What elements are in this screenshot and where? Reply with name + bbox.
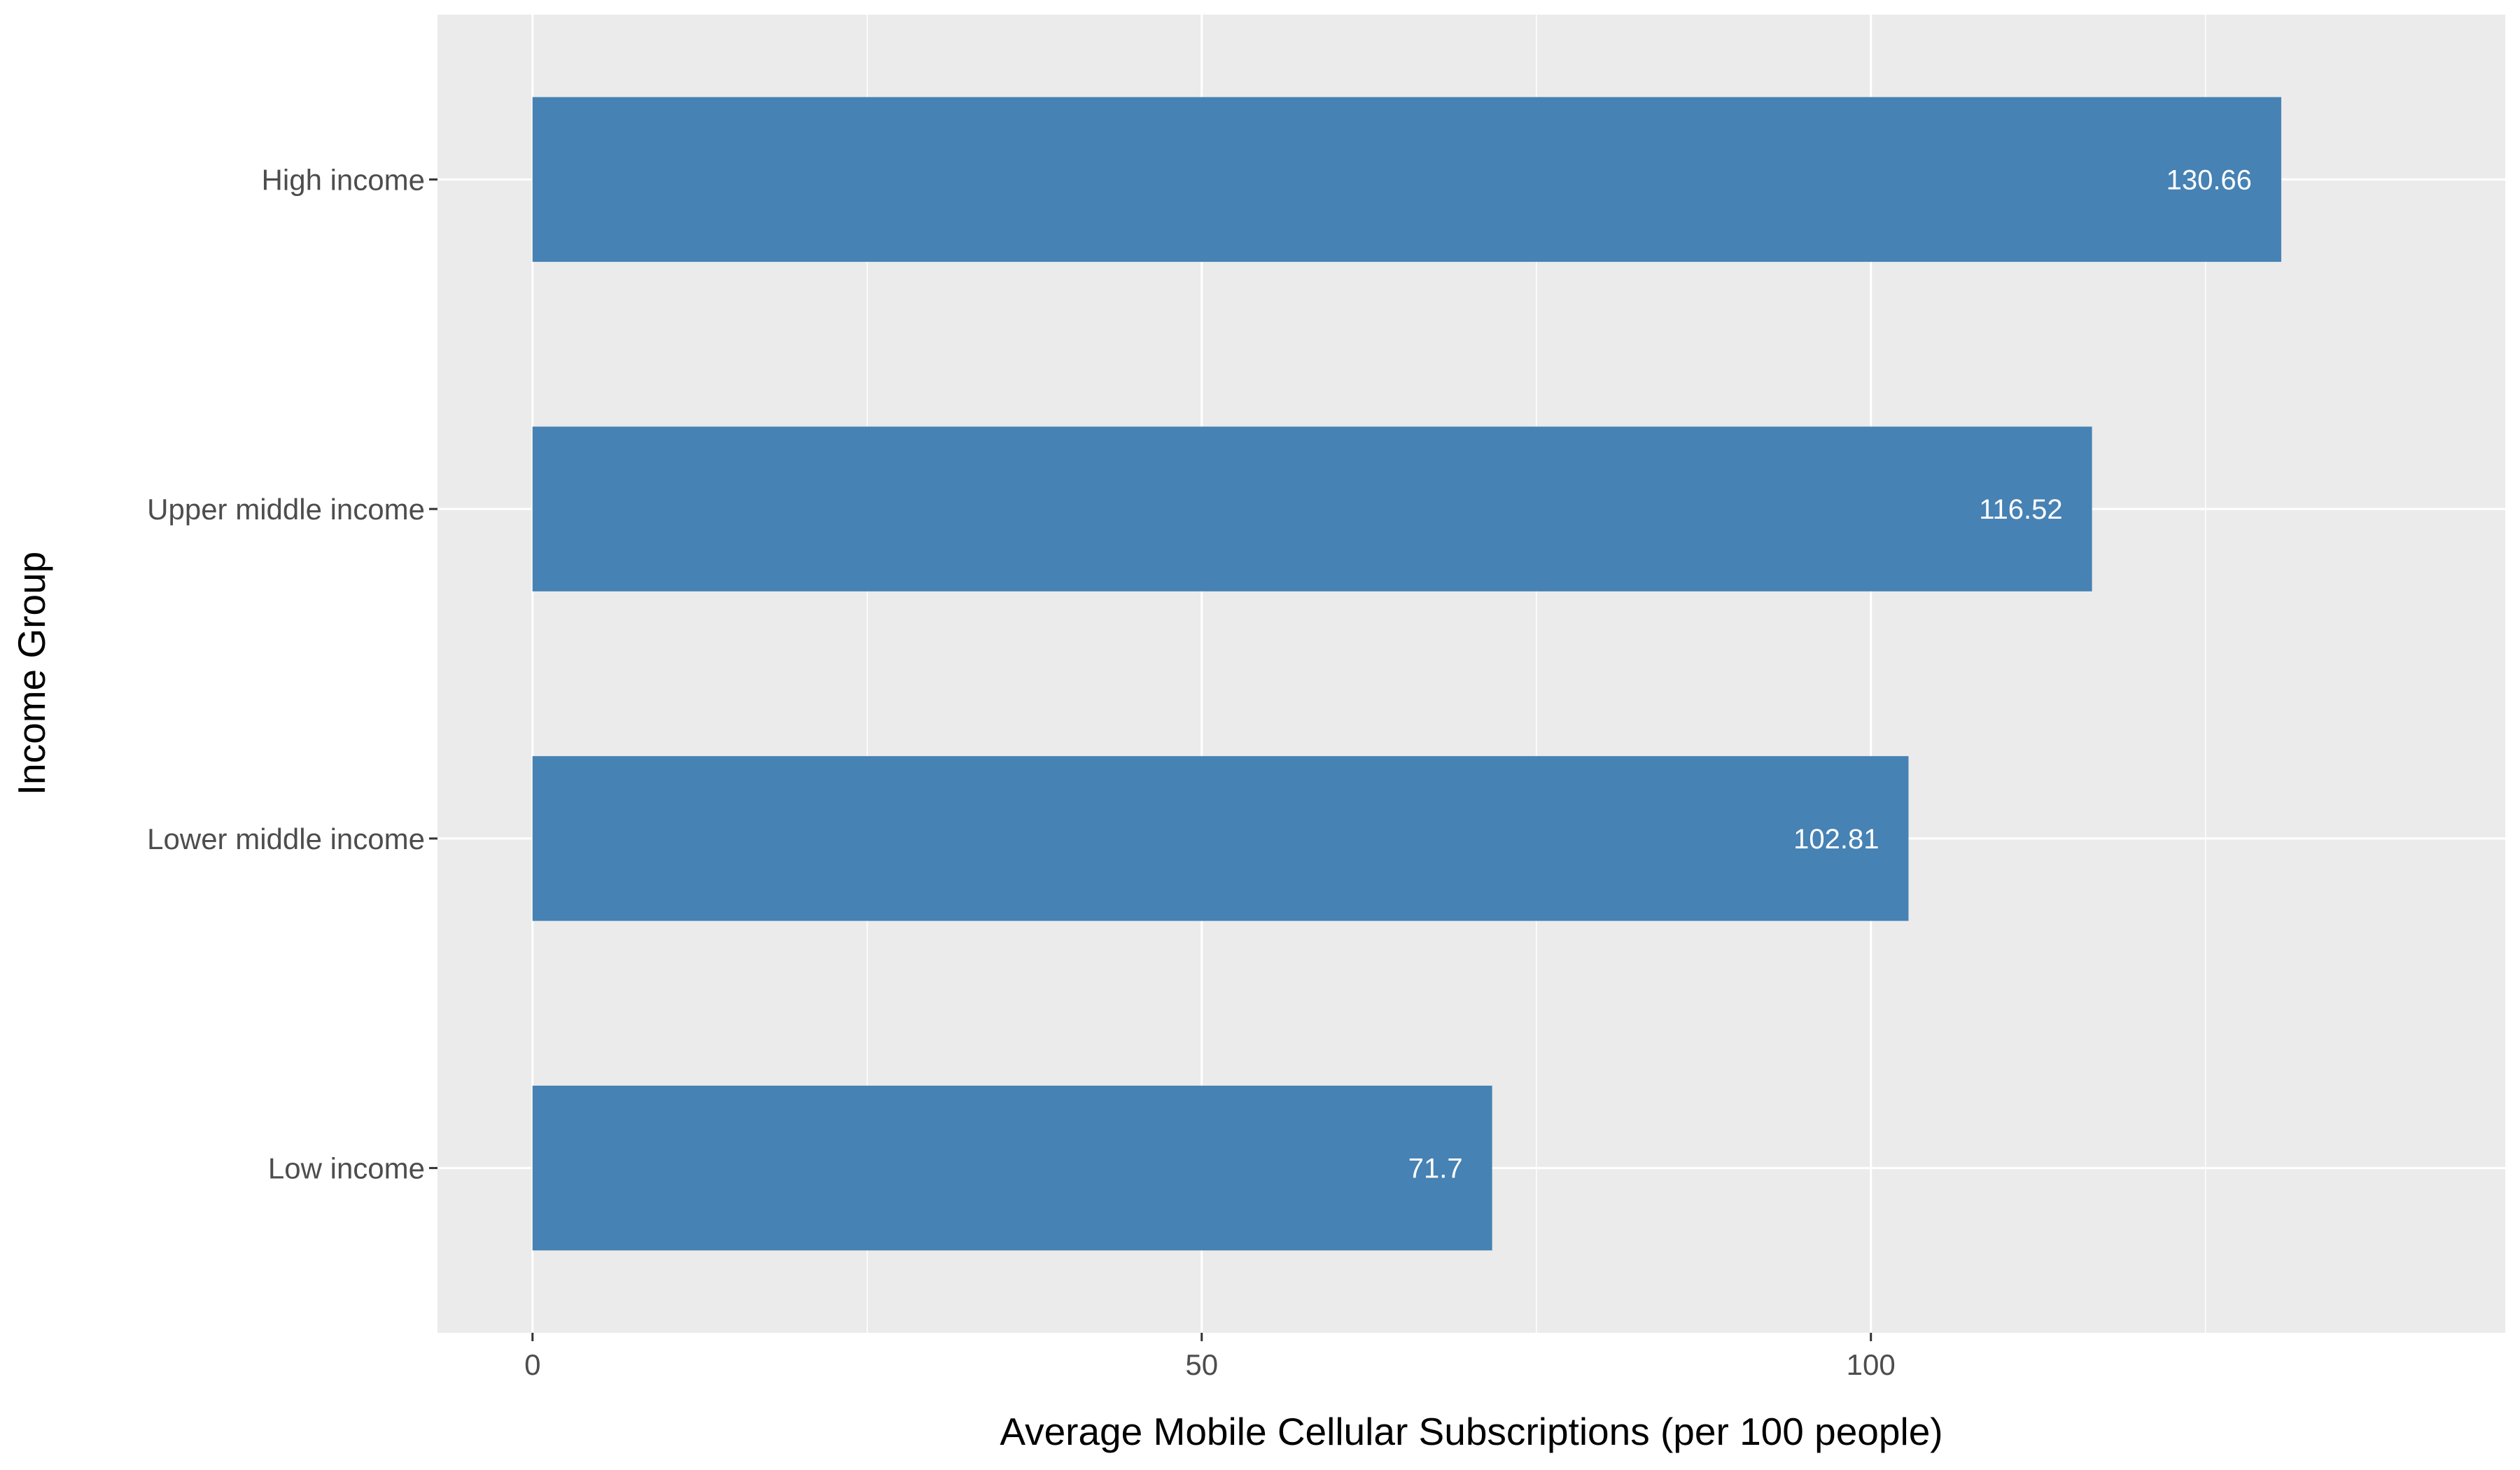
value-label: 71.7	[1408, 1154, 1463, 1184]
bar	[532, 97, 2281, 262]
value-label: 102.81	[1793, 824, 1879, 855]
x-axis: 0 50 100	[524, 1333, 1896, 1381]
bar	[532, 426, 2092, 592]
value-labels: 130.66 116.52 102.81 71.7	[1408, 164, 2252, 1184]
bar	[532, 1085, 1492, 1251]
y-tick-label: High income	[262, 163, 425, 196]
y-tick-label: Low income	[268, 1152, 425, 1185]
x-tick-label: 0	[524, 1348, 540, 1381]
bar	[532, 756, 1909, 921]
value-label: 116.52	[1979, 494, 2062, 525]
y-tick-label: Upper middle income	[147, 493, 425, 526]
value-label: 130.66	[2166, 164, 2252, 195]
y-axis: High income Upper middle income Lower midd…	[147, 163, 438, 1185]
x-tick-label: 100	[1847, 1348, 1896, 1381]
x-tick-label: 50	[1185, 1348, 1218, 1381]
x-axis-title: Average Mobile Cellular Subscriptions (p…	[1000, 1410, 1942, 1453]
bars	[532, 97, 2281, 1251]
y-axis-title: Income Group	[10, 552, 53, 796]
y-tick-label: Lower middle income	[147, 822, 425, 855]
